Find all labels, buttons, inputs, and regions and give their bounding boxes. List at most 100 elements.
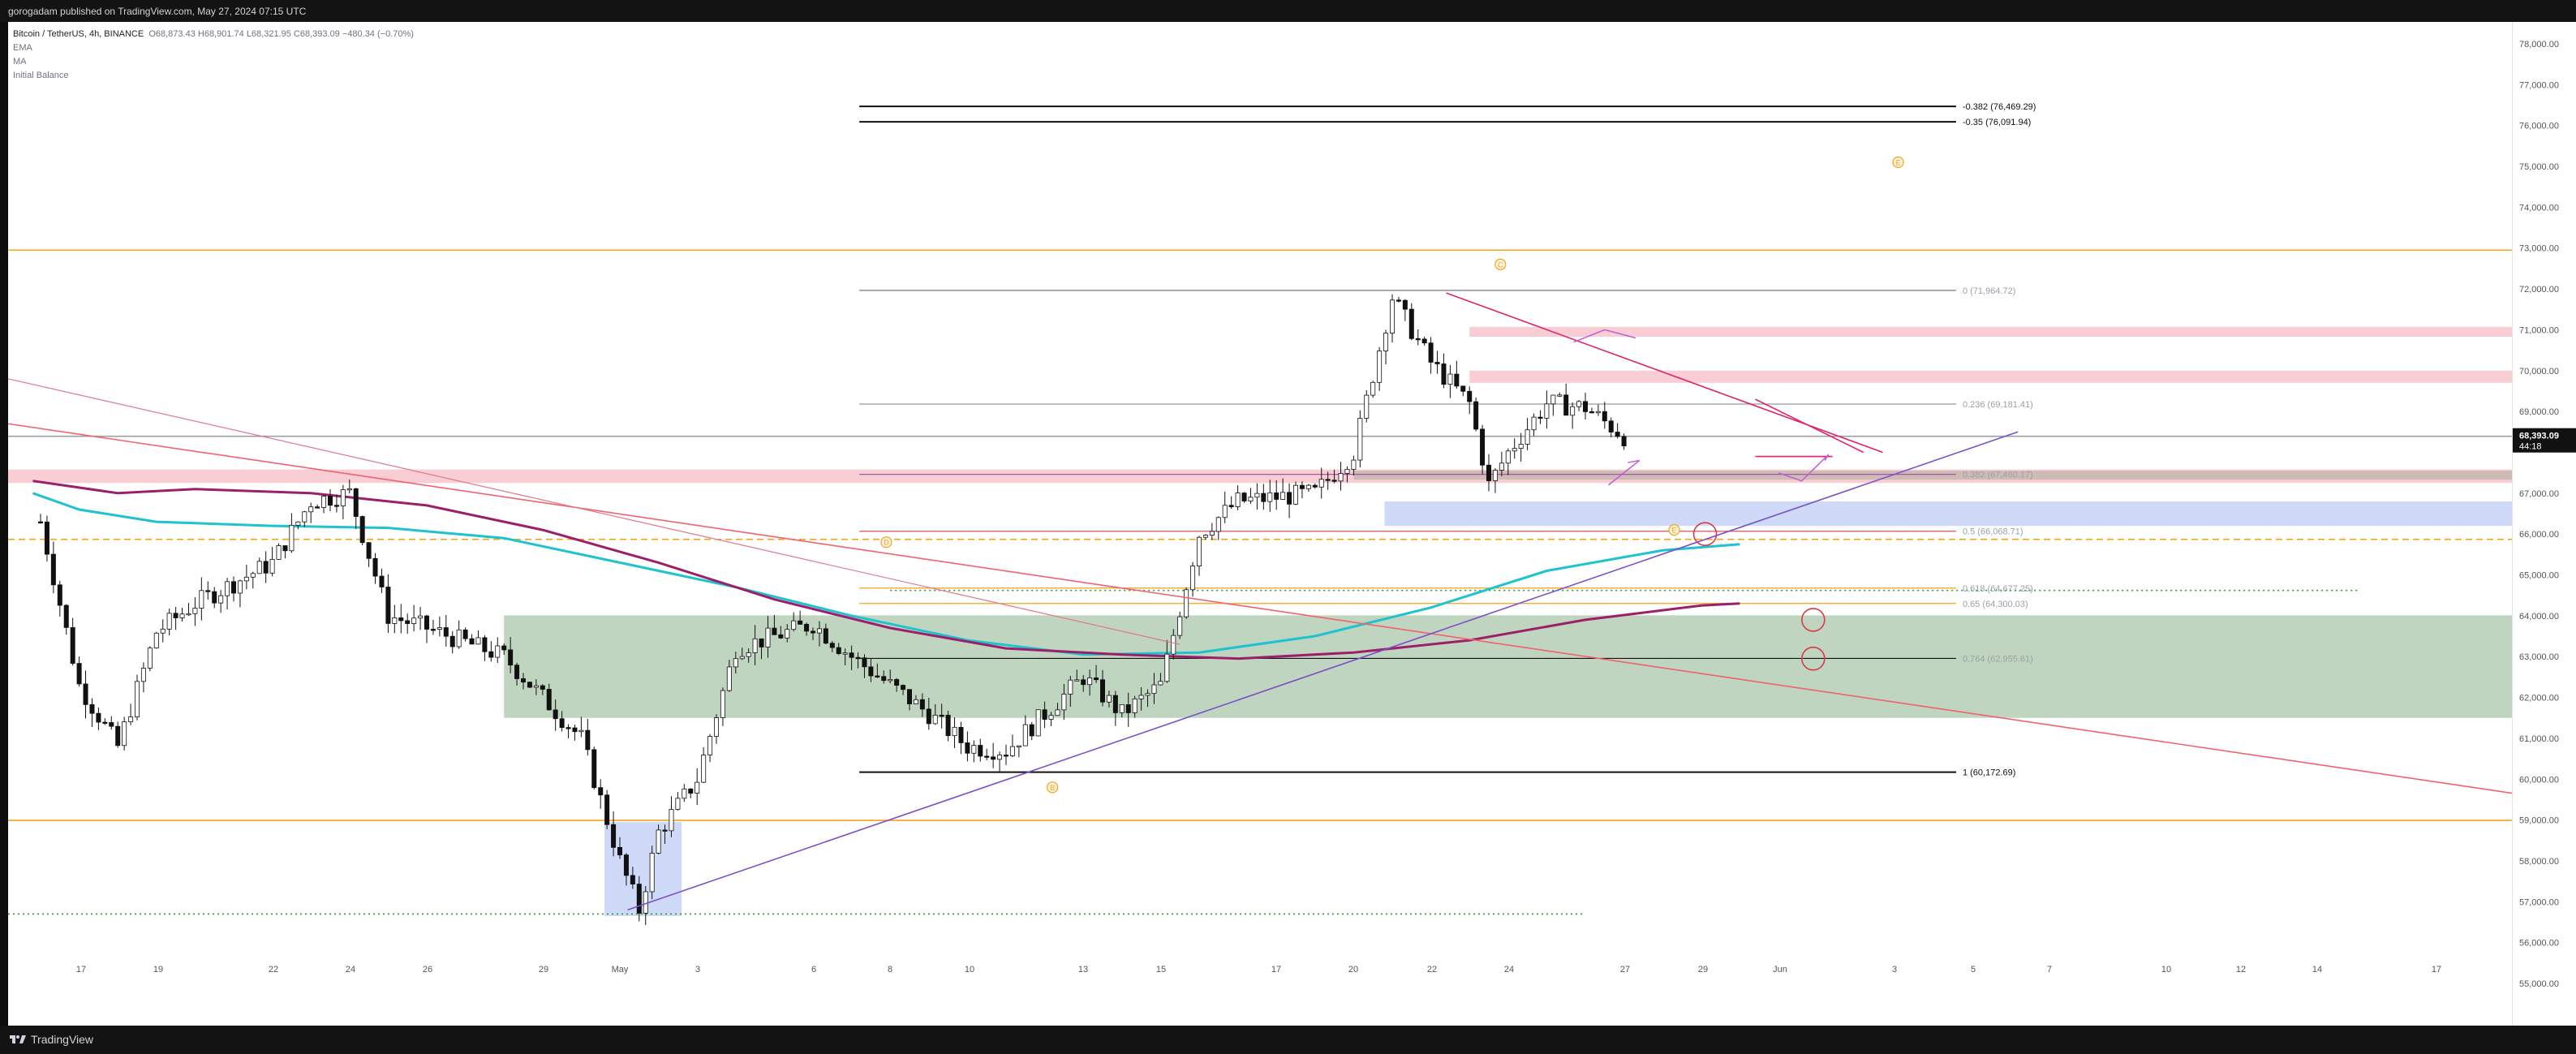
candle-body — [842, 652, 848, 655]
candle — [76, 656, 82, 687]
candle — [1254, 483, 1260, 510]
candle-body — [153, 632, 159, 649]
candle-body — [218, 595, 224, 604]
price-tick-label: 72,000.00 — [2519, 285, 2559, 295]
projection-arrow-down-up — [1778, 454, 1830, 482]
candle-body — [726, 666, 732, 691]
candle — [147, 646, 153, 672]
candle — [1402, 299, 1408, 321]
time-tick-label: 6 — [811, 965, 816, 974]
candle — [720, 687, 725, 726]
price-tick-label: 63,000.00 — [2519, 652, 2559, 662]
wave-label-bubble-4 — [1668, 524, 1680, 536]
candle-body — [1589, 411, 1594, 414]
candle — [1312, 483, 1318, 489]
last-price-value: 68,393.09 — [2519, 432, 2559, 441]
candle — [70, 617, 75, 666]
price-tick-label: 65,000.00 — [2519, 571, 2559, 581]
candle — [115, 721, 121, 748]
candle-body — [559, 718, 565, 728]
time-tick-label: 29 — [539, 965, 548, 974]
candle — [591, 746, 597, 790]
candle-body — [1544, 403, 1550, 419]
price-axis[interactable]: 78,000.00 77,000.00 76,000.00 75,000.00 74,0… — [2512, 22, 2576, 1026]
candle — [225, 578, 230, 610]
candle-body — [739, 656, 745, 660]
candle — [1537, 410, 1543, 424]
candle-body — [1325, 479, 1331, 481]
candle — [1550, 394, 1556, 416]
candle-body — [1305, 484, 1311, 489]
candle — [636, 875, 642, 922]
price-tick-label: 55,000.00 — [2519, 979, 2559, 989]
candle-body — [237, 580, 243, 594]
candle — [1421, 336, 1427, 346]
candle-body — [1055, 709, 1060, 716]
candle-body — [1480, 428, 1486, 466]
candle-body — [1344, 468, 1350, 474]
candle — [192, 597, 198, 626]
candle — [1004, 744, 1009, 765]
candle — [199, 577, 204, 621]
candle — [1164, 639, 1170, 683]
candle-body — [225, 581, 230, 596]
candle-body — [765, 627, 771, 647]
fib-label-2: 0 (71,964.72) — [1963, 286, 2015, 296]
candle-body — [128, 716, 134, 723]
candle — [907, 689, 913, 711]
candle — [816, 621, 822, 647]
candle-body — [1537, 416, 1543, 419]
candle-body — [456, 629, 462, 647]
candle — [1022, 715, 1028, 746]
candle-body — [1061, 694, 1067, 711]
candle — [418, 606, 424, 630]
candle — [598, 779, 604, 809]
candle — [430, 619, 436, 635]
candle — [765, 616, 771, 658]
candle — [1544, 390, 1550, 429]
candle-body — [140, 668, 146, 682]
candle-body — [315, 506, 320, 509]
candle-body — [1190, 566, 1196, 591]
candle — [932, 703, 938, 725]
chart-legend: Bitcoin / TetherUS, 4h, BINANCE O68,873.… — [13, 28, 414, 83]
candle — [611, 811, 617, 857]
time-tick-label: 12 — [2236, 965, 2246, 974]
candle — [823, 623, 828, 645]
candle-body — [1331, 480, 1337, 482]
candle-body — [746, 652, 751, 657]
candle-body — [1197, 536, 1202, 566]
candle — [1512, 438, 1517, 459]
candle — [701, 747, 707, 784]
candle — [508, 637, 514, 673]
candle-body — [173, 613, 178, 618]
fib-label-4: 0.382 (67,460.17) — [1963, 471, 2033, 480]
price-tick-label: 60,000.00 — [2519, 775, 2559, 785]
candle — [469, 634, 475, 645]
tradingview-logo[interactable]: TradingView — [10, 1033, 93, 1046]
candle — [566, 724, 571, 738]
fib-label-1: -0.35 (76,091.94) — [1963, 118, 2031, 127]
time-tick-label: 29 — [1698, 965, 1708, 974]
candle — [475, 630, 481, 645]
time-tick-label: 27 — [1620, 965, 1630, 974]
legend-indicator-ma[interactable]: MA — [13, 57, 27, 67]
candle — [1351, 455, 1357, 475]
candle — [1467, 386, 1473, 415]
legend-indicator-initial-balance[interactable]: Initial Balance — [13, 71, 69, 80]
candle — [733, 652, 738, 674]
legend-indicator-ema[interactable]: EMA — [13, 43, 32, 53]
price-tick-label: 58,000.00 — [2519, 857, 2559, 867]
candle — [855, 652, 861, 669]
candle-body — [598, 787, 604, 796]
candle — [1215, 516, 1221, 540]
candle-body — [1499, 462, 1504, 471]
candle-body — [1100, 679, 1106, 703]
candle — [1364, 389, 1370, 423]
candle-body — [1293, 484, 1299, 505]
trendlines-layer — [7, 292, 2576, 911]
candle — [153, 631, 159, 649]
fib-label-5: 0.5 (66,068.71) — [1963, 527, 2023, 537]
candle — [1202, 534, 1208, 540]
